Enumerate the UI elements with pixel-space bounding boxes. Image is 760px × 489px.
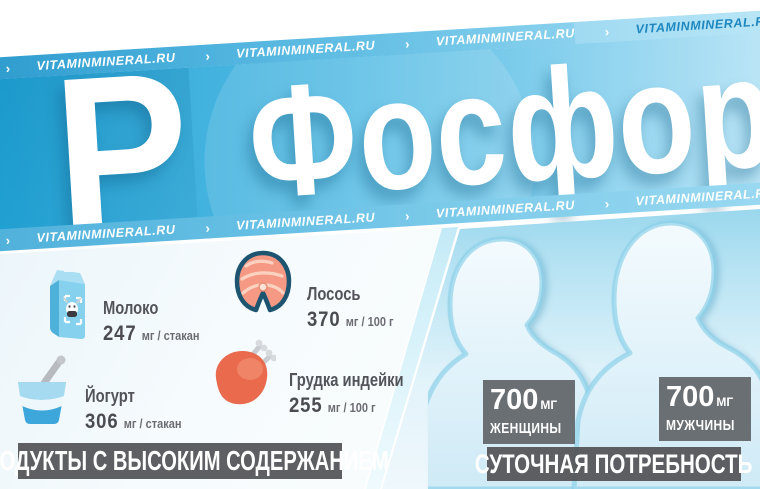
foods-footer-text: ПРОДУКТЫ С ВЫСОКИМ СОДЕРЖАНИЕМ — [0, 445, 389, 476]
daily-amount-card-men: 700 МГ МУЖЧИНЫ — [659, 377, 751, 441]
daily-group-label: МУЖЧИНЫ — [666, 417, 735, 434]
food-unit: мг / стакан — [123, 417, 182, 431]
chevron-icon: › — [204, 47, 211, 64]
chevron-icon: › — [604, 23, 611, 39]
yogurt-cup-icon — [18, 355, 66, 424]
daily-unit: МГ — [716, 395, 734, 409]
daily-group-label: ЖЕНЩИНЫ — [490, 420, 562, 437]
food-item-milk: Молоко 247 мг / стакан — [44, 264, 213, 346]
daily-value: 700 — [666, 381, 715, 413]
food-name: Йогурт — [85, 386, 135, 406]
brand-ribbon-label: VITAMINMINERAL.RU — [36, 222, 176, 245]
brand-ribbon-label: VITAMINMINERAL.RU — [635, 185, 760, 209]
chevron-icon: › — [404, 207, 411, 223]
daily-amount-card-women: 700 МГ ЖЕНЩИНЫ — [483, 380, 575, 444]
food-value: 255 — [289, 394, 323, 417]
brand-ribbon-label: VITAMINMINERAL.RU — [435, 198, 576, 221]
brand-ribbon-label: VITAMINMINERAL.RU — [635, 13, 760, 37]
chevron-icon: › — [204, 219, 211, 236]
food-item-salmon: Лосось 370 мг / 100 г — [232, 248, 405, 332]
food-name: Лосось — [307, 284, 361, 304]
food-unit: мг / стакан — [141, 329, 200, 343]
food-name: Грудка индейки — [289, 370, 404, 390]
daily-unit: МГ — [540, 398, 558, 412]
milk-carton-icon — [50, 265, 85, 339]
food-value: 370 — [307, 308, 341, 331]
brand-ribbon-label: VITAMINMINERAL.RU — [36, 50, 176, 73]
food-item-turkey: Грудка индейки 255 мг / 100 г — [206, 336, 429, 418]
chevron-icon: › — [404, 35, 411, 51]
turkey-breast-icon — [215, 339, 276, 405]
daily-value: 700 — [490, 384, 539, 416]
salmon-steak-icon — [234, 250, 292, 313]
foods-footer-label: ПРОДУКТЫ С ВЫСОКИМ СОДЕРЖАНИЕМ — [0, 443, 388, 479]
chevron-icon: › — [5, 60, 12, 76]
brand-ribbon-label: VITAMINMINERAL.RU — [235, 210, 376, 233]
food-item-yogurt: Йогурт 306 мг / стакан — [12, 354, 195, 434]
chevron-icon: › — [604, 195, 611, 211]
food-name: Молоко — [103, 298, 159, 318]
brand-ribbon-label: VITAMINMINERAL.RU — [435, 26, 576, 49]
daily-footer-text: СУТОЧНАЯ ПОТРЕБНОСТЬ — [475, 448, 753, 479]
food-unit: мг / 100 г — [327, 401, 376, 415]
food-value: 306 — [85, 410, 119, 433]
brand-ribbon-label: VITAMINMINERAL.RU — [235, 38, 376, 61]
food-value: 247 — [103, 322, 137, 345]
element-symbol: P — [48, 26, 197, 278]
daily-footer-label: СУТОЧНАЯ ПОТРЕБНОСТЬ — [475, 447, 753, 481]
food-unit: мг / 100 г — [345, 315, 394, 329]
chevron-icon: › — [5, 232, 12, 248]
